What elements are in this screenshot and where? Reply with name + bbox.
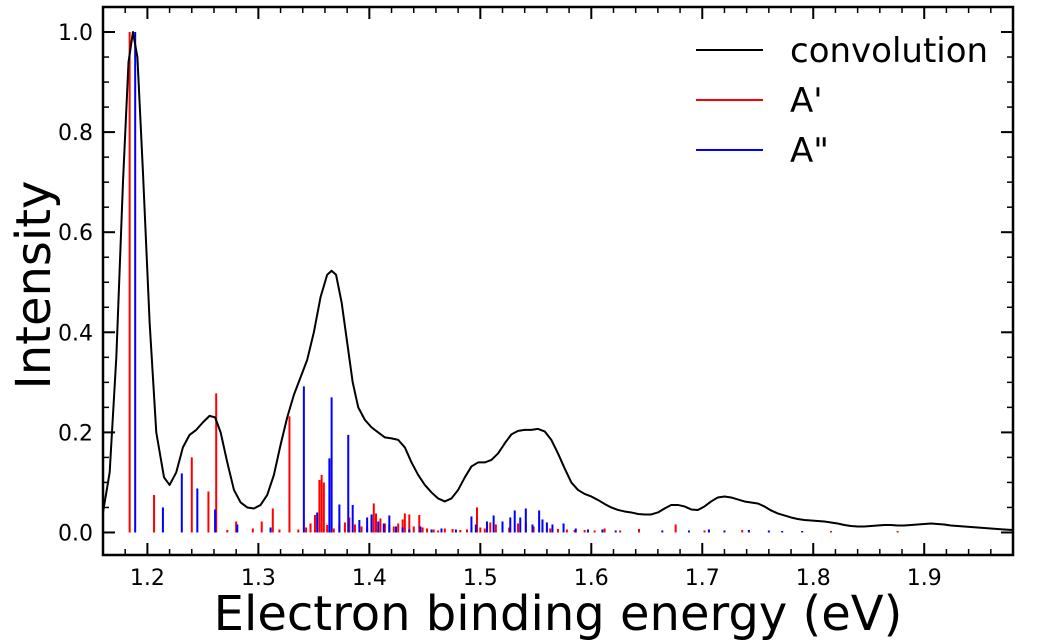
x-tick-label: 1.8	[796, 566, 831, 591]
legend-label: A"	[790, 131, 829, 171]
y-tick-label: 0.8	[58, 121, 93, 146]
y-tick-label: 0.4	[58, 321, 93, 346]
x-tick-label: 1.5	[463, 566, 498, 591]
x-tick-label: 1.4	[352, 566, 387, 591]
legend-label: convolution	[790, 31, 988, 71]
x-axis-title: Electron binding energy (eV)	[214, 586, 903, 642]
plot-area	[103, 31, 1013, 533]
convolution-line	[103, 31, 1013, 531]
x-tick-label: 1.3	[241, 566, 276, 591]
legend: convolution A' A"	[696, 31, 988, 171]
y-tick-label: 0.2	[58, 421, 93, 446]
stick-series-1	[128, 32, 899, 533]
axis-ticks: 1.2 1.3 1.4 1.5 1.6 1.7 1.8 1.9 0.0 0.2 0.4 0.6 0.8 1…	[58, 6, 1013, 591]
x-tick-label: 1.7	[685, 566, 720, 591]
x-tick-label: 1.6	[574, 566, 609, 591]
y-tick-label: 0.0	[58, 521, 93, 546]
stick-series-2	[134, 32, 804, 533]
plot-frame	[101, 5, 1015, 557]
x-tick-label: 1.9	[907, 566, 942, 591]
legend-label: A'	[790, 81, 823, 121]
y-tick-label: 1.0	[58, 21, 93, 46]
y-axis-title: Intensity	[6, 181, 62, 390]
x-tick-label: 1.2	[130, 566, 165, 591]
y-tick-label: 0.6	[58, 221, 93, 246]
